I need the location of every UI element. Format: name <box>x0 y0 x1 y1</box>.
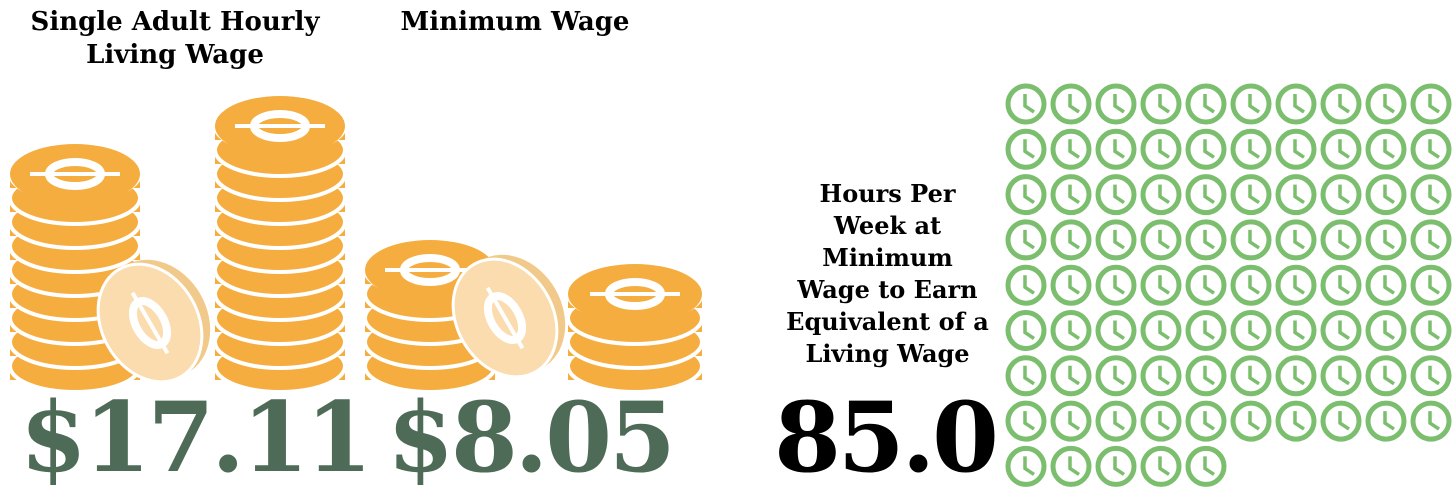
clock <box>1233 358 1269 394</box>
clock <box>1053 86 1089 122</box>
clock <box>1098 313 1134 349</box>
clock <box>1323 358 1359 394</box>
clock <box>1413 358 1449 394</box>
clock <box>1368 313 1404 349</box>
clock <box>1053 358 1089 394</box>
clock <box>1323 313 1359 349</box>
clock <box>1098 403 1134 439</box>
clock <box>1323 222 1359 258</box>
clock <box>1368 86 1404 122</box>
clock <box>1413 131 1449 167</box>
clock <box>1008 131 1044 167</box>
hours-value: 85.0 <box>770 388 1000 488</box>
clock <box>1053 177 1089 213</box>
clock <box>1323 267 1359 303</box>
clock <box>1188 222 1224 258</box>
clock <box>1278 358 1314 394</box>
clock <box>1008 267 1044 303</box>
clock <box>1188 86 1224 122</box>
clock <box>1143 222 1179 258</box>
clock <box>1188 313 1224 349</box>
clock <box>1413 267 1449 303</box>
clock <box>1233 222 1269 258</box>
clock <box>1278 131 1314 167</box>
clock <box>1053 267 1089 303</box>
clock <box>1368 358 1404 394</box>
clock <box>1233 86 1269 122</box>
clock <box>1053 313 1089 349</box>
clock <box>1008 448 1044 484</box>
clock <box>1188 403 1224 439</box>
clock <box>1143 448 1179 484</box>
clock <box>1098 86 1134 122</box>
clock <box>1368 177 1404 213</box>
clock <box>1323 403 1359 439</box>
clock <box>1098 177 1134 213</box>
living-wage-caption: Single Adult Hourly Living Wage <box>30 6 320 72</box>
clock <box>1278 177 1314 213</box>
clock <box>1323 177 1359 213</box>
clock <box>1413 403 1449 439</box>
clock <box>1143 86 1179 122</box>
clock <box>1413 222 1449 258</box>
clock <box>1323 131 1359 167</box>
clock <box>1368 131 1404 167</box>
clock <box>1368 403 1404 439</box>
minimum-wage-amount: $8.05 <box>380 388 680 488</box>
clock <box>1143 131 1179 167</box>
clock <box>1278 403 1314 439</box>
clock <box>1008 313 1044 349</box>
clock <box>1233 403 1269 439</box>
clock <box>1053 403 1089 439</box>
coin-stack <box>215 96 345 392</box>
clock <box>1098 267 1134 303</box>
clock <box>1098 131 1134 167</box>
clock <box>1143 177 1179 213</box>
clock <box>1278 222 1314 258</box>
clock <box>1413 86 1449 122</box>
clock <box>1233 177 1269 213</box>
clock <box>1143 403 1179 439</box>
clock <box>1278 267 1314 303</box>
clock <box>1098 448 1134 484</box>
clock <box>1188 267 1224 303</box>
clock <box>1053 448 1089 484</box>
clock <box>1188 358 1224 394</box>
clock <box>1143 313 1179 349</box>
clock <box>1368 267 1404 303</box>
clock <box>1233 267 1269 303</box>
clock <box>1278 313 1314 349</box>
clock <box>1233 313 1269 349</box>
clock <box>1008 222 1044 258</box>
clock <box>1053 222 1089 258</box>
clock <box>1278 86 1314 122</box>
hours-caption: Hours Per Week at Minimum Wage to Earn E… <box>785 178 990 370</box>
clock <box>1368 222 1404 258</box>
coin-stack <box>568 264 702 392</box>
living-wage-amount: $17.11 <box>20 388 320 488</box>
clock <box>1413 313 1449 349</box>
minimum-wage-caption: Minimum Wage <box>380 6 650 39</box>
clock <box>1233 131 1269 167</box>
clock <box>1053 131 1089 167</box>
clock <box>1008 358 1044 394</box>
page: Single Adult Hourly Living Wage Minimum … <box>0 0 1454 487</box>
clock <box>1323 86 1359 122</box>
clock <box>1188 177 1224 213</box>
clock <box>1008 86 1044 122</box>
clock <box>1098 222 1134 258</box>
clock <box>1008 177 1044 213</box>
clock <box>1008 403 1044 439</box>
clock <box>1413 177 1449 213</box>
clock <box>1143 358 1179 394</box>
clock <box>1188 131 1224 167</box>
clock <box>1143 267 1179 303</box>
clock <box>1098 358 1134 394</box>
clock <box>1188 448 1224 484</box>
